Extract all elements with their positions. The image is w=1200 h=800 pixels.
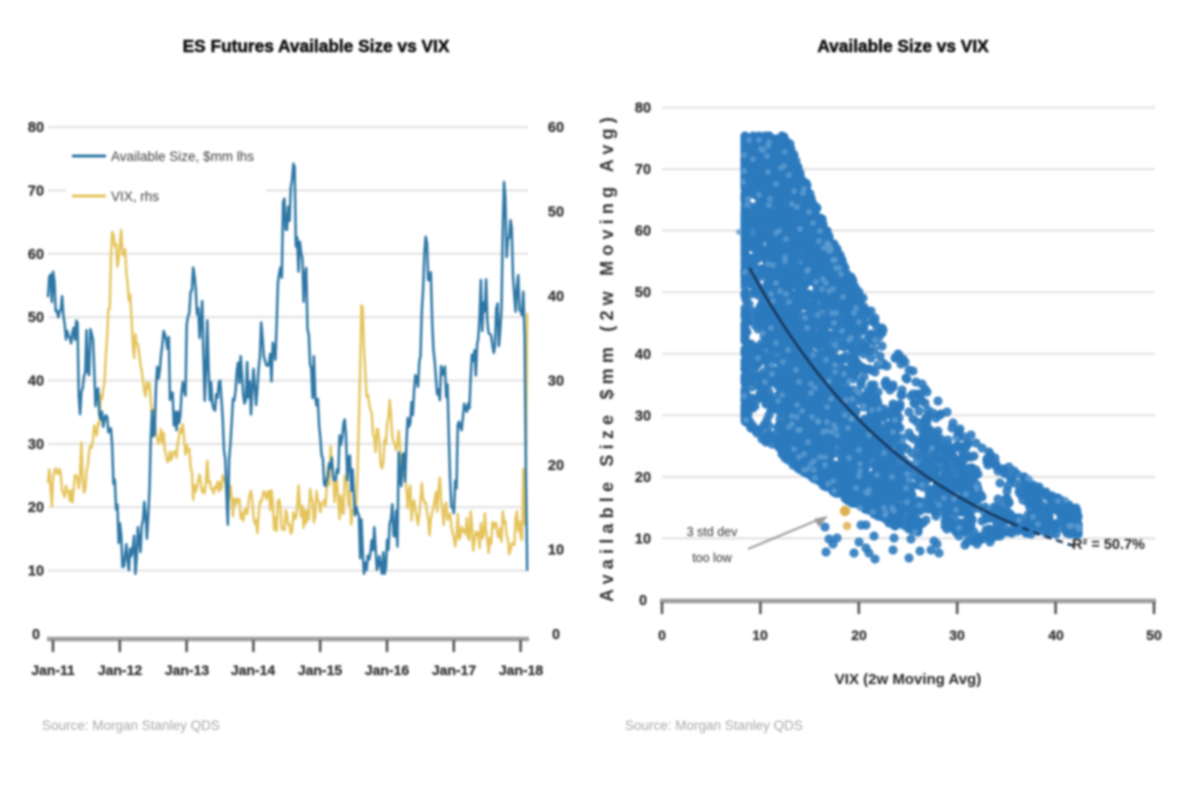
svg-text:Jan-16: Jan-16 [365,662,410,678]
svg-text:30: 30 [548,374,564,390]
svg-text:Jan-15: Jan-15 [298,662,343,678]
svg-text:70: 70 [28,183,44,199]
svg-text:Jan-14: Jan-14 [231,662,276,678]
svg-text:40: 40 [548,289,564,305]
svg-text:Available Size, $mm lhs: Available Size, $mm lhs [111,149,254,164]
svg-text:40: 40 [28,374,44,390]
svg-text:Jan-11: Jan-11 [31,662,75,678]
svg-text:0: 0 [552,627,560,643]
svg-text:Jan-18: Jan-18 [499,662,544,678]
svg-text:80: 80 [28,120,44,136]
svg-text:50: 50 [548,205,564,221]
svg-text:10: 10 [548,543,564,559]
svg-text:ES Futures Available Size vs V: ES Futures Available Size vs VIX [183,36,450,56]
svg-text:60: 60 [28,247,44,263]
svg-text:50: 50 [28,310,44,326]
svg-text:Jan-17: Jan-17 [432,662,477,678]
svg-text:30: 30 [28,437,44,453]
svg-text:0: 0 [32,627,40,643]
svg-text:60: 60 [548,120,564,136]
svg-text:Jan-13: Jan-13 [165,662,210,678]
svg-text:10: 10 [28,564,44,580]
svg-text:20: 20 [548,458,564,474]
svg-text:VIX, rhs: VIX, rhs [111,189,159,204]
svg-text:20: 20 [28,500,44,516]
svg-text:Jan-12: Jan-12 [98,662,143,678]
svg-text:Source: Morgan Stanley QDS: Source: Morgan Stanley QDS [42,718,220,733]
